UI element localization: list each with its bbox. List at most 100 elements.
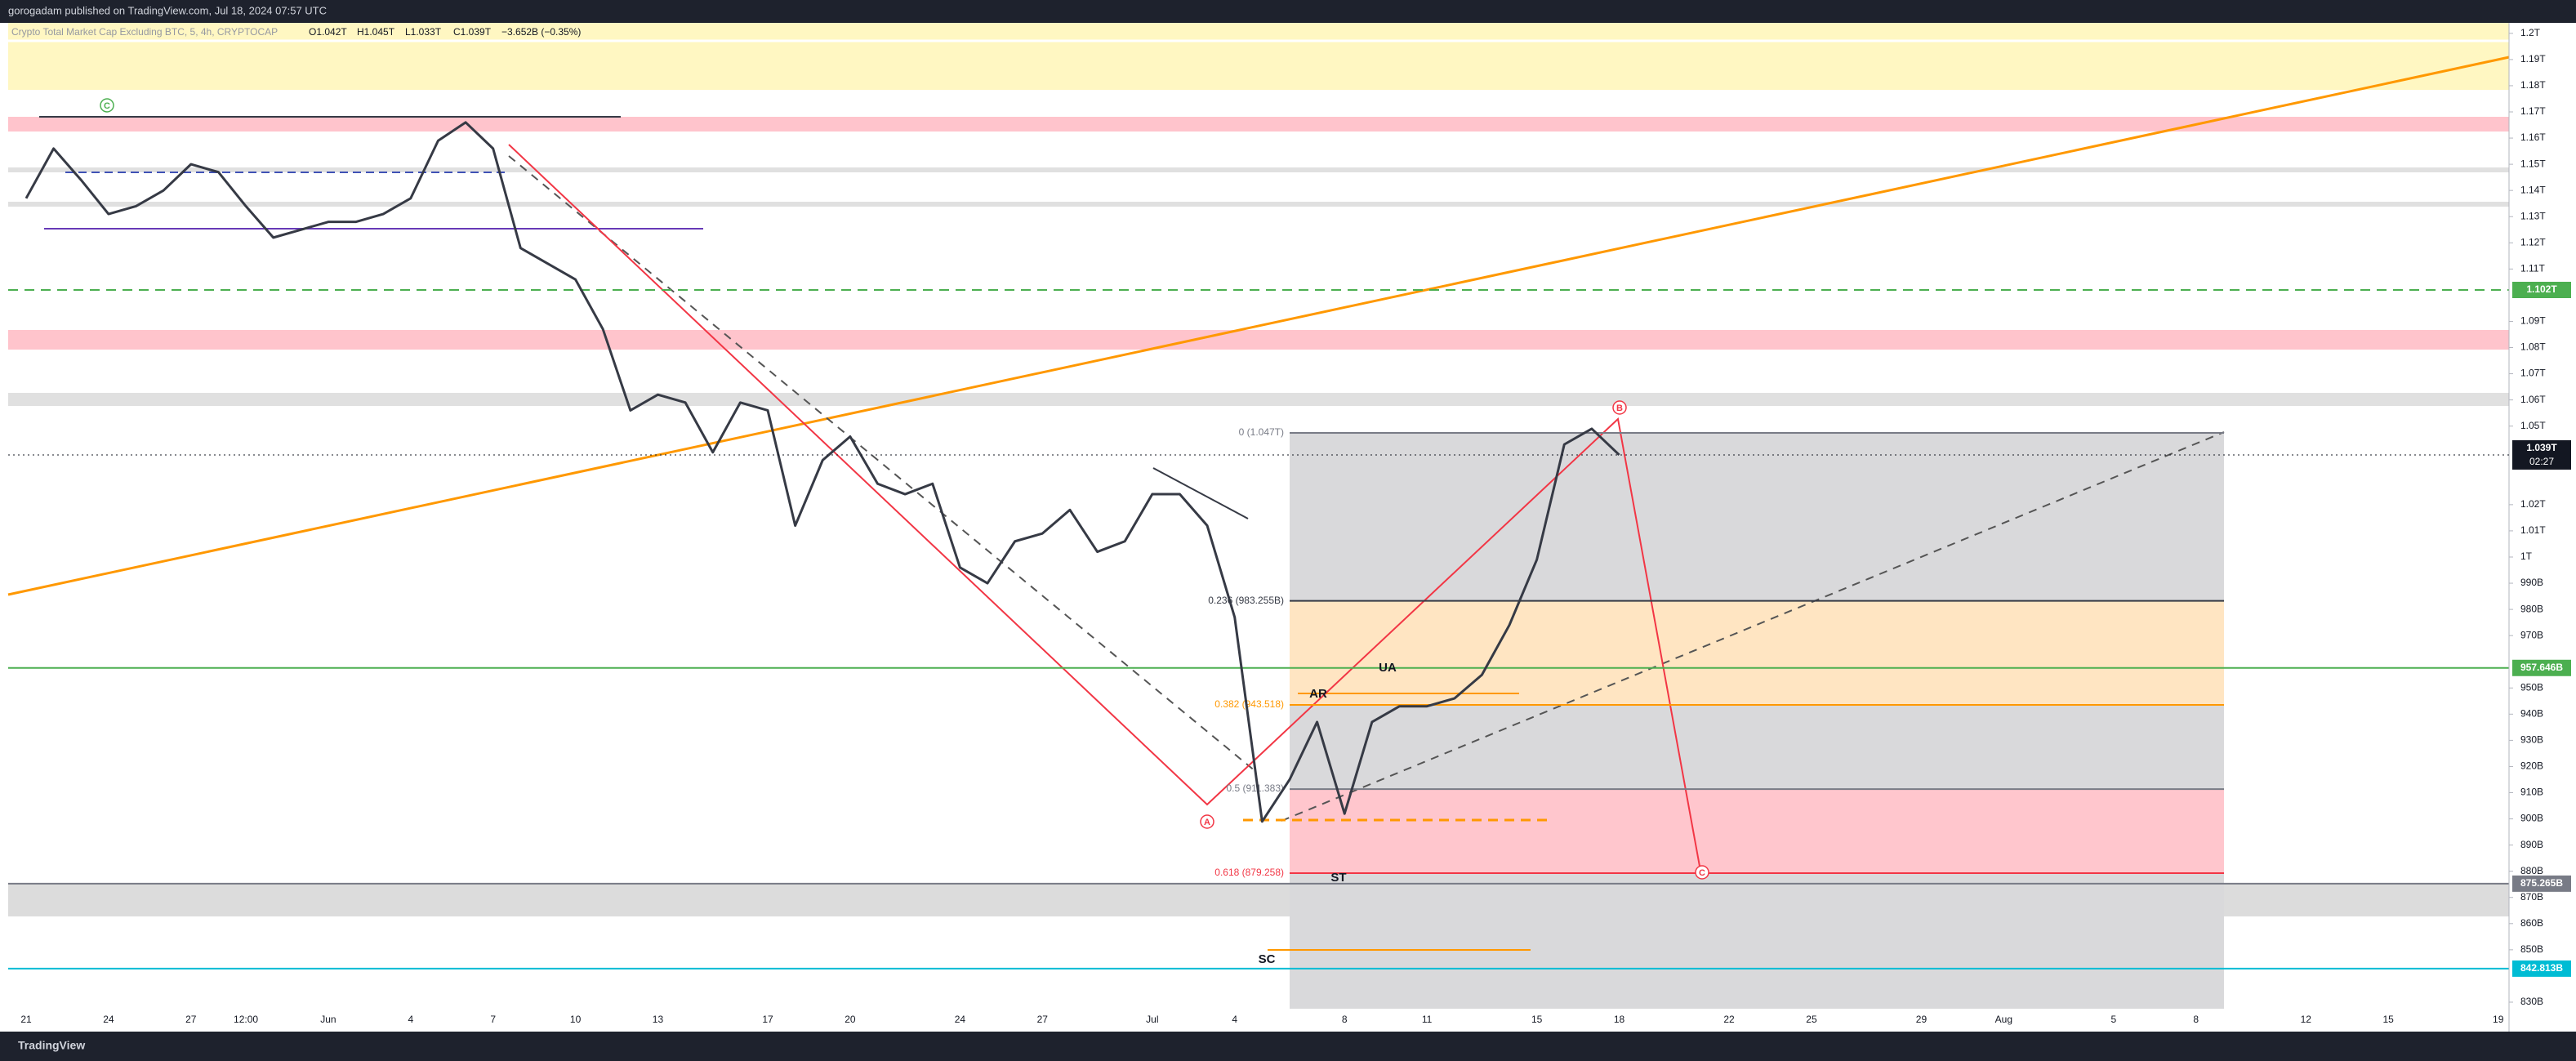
- wyckoff-label: UA: [1379, 661, 1397, 675]
- level-tag-label: 875.265B: [2520, 877, 2563, 889]
- fib-label: 0.236 (983.255B): [1208, 595, 1284, 606]
- x-tick-label: 12: [2301, 1014, 2312, 1025]
- y-tick-label: 1.14T: [2520, 184, 2546, 195]
- wave-path: [508, 144, 1701, 872]
- y-tick-label: 1.12T: [2520, 236, 2546, 247]
- wave-marker: [1200, 814, 1214, 829]
- y-tick-label: 900B: [2520, 813, 2543, 824]
- last-price-label: 1.039T: [2526, 442, 2557, 453]
- y-tick-label: 880B: [2520, 865, 2543, 876]
- trend-line: [7, 56, 2510, 596]
- zone: [8, 167, 2509, 172]
- fib-fill: [1290, 432, 2224, 1009]
- y-tick-label: 1.02T: [2520, 498, 2546, 510]
- y-tick-label: 1.13T: [2520, 210, 2546, 221]
- wyckoff-label: ST: [1330, 871, 1346, 885]
- x-tick-label: 17: [762, 1014, 773, 1025]
- level-tag: [2512, 960, 2571, 977]
- level-tag: [2512, 875, 2571, 892]
- y-tick-label: 1.15T: [2520, 158, 2546, 169]
- wave-marker: [100, 98, 114, 113]
- y-tick-label: 1.2T: [2520, 27, 2541, 38]
- x-tick-label: 29: [1916, 1014, 1928, 1025]
- x-tick-label: 27: [1037, 1014, 1049, 1025]
- wave-label: B: [1616, 403, 1623, 413]
- x-tick-label: 4: [408, 1014, 413, 1025]
- level-tag: [2512, 281, 2571, 298]
- zone: [8, 393, 2509, 406]
- wyckoff-label: SC: [1259, 952, 1276, 966]
- y-tick-label: 930B: [2520, 734, 2543, 746]
- x-tick-label: 15: [2383, 1014, 2395, 1025]
- y-tick-label: 1.01T: [2520, 524, 2546, 536]
- zone: [8, 23, 2509, 90]
- zone: [8, 330, 2509, 350]
- y-tick-label: 870B: [2520, 891, 2543, 903]
- x-tick-label: 5: [2111, 1014, 2117, 1025]
- fib-fill: [1290, 601, 2224, 705]
- fib-label: 0.382 (943.518): [1214, 698, 1284, 710]
- y-tick-label: 890B: [2520, 839, 2543, 850]
- x-tick-label: 4: [1232, 1014, 1237, 1025]
- legend-value: H1.045T: [357, 26, 395, 38]
- trend-line: [1152, 467, 1249, 519]
- legend-value: L1.033T: [405, 26, 442, 38]
- fib-fill: [1290, 790, 2224, 874]
- y-tick-label: 1.08T: [2520, 341, 2546, 353]
- x-tick-label: 24: [955, 1014, 966, 1025]
- last-price-tag: [2512, 439, 2571, 470]
- x-tick-label: Jun: [320, 1014, 336, 1025]
- y-tick-label: 860B: [2520, 917, 2543, 929]
- fib-label: 0 (1.047T): [1239, 426, 1284, 438]
- x-tick-label: 15: [1531, 1014, 1543, 1025]
- x-tick-label: 11: [1422, 1014, 1433, 1025]
- x-tick-label: 7: [490, 1014, 496, 1025]
- x-tick-label: 25: [1806, 1014, 1817, 1025]
- x-tick-label: Jul: [1146, 1014, 1158, 1025]
- x-tick-label: 19: [2493, 1014, 2504, 1025]
- legend-value: −3.652B (−0.35%): [501, 26, 581, 38]
- footer-bar: [0, 1032, 2576, 1061]
- x-tick-label: 21: [20, 1014, 32, 1025]
- countdown: 02:27: [2529, 456, 2554, 467]
- x-tick-label: 8: [1342, 1014, 1348, 1025]
- header-bar: [0, 0, 2576, 23]
- legend-value: O1.042T: [309, 26, 347, 38]
- wave-label: C: [1699, 868, 1705, 878]
- fib-box: [1290, 432, 2224, 1009]
- wave-label: A: [1204, 818, 1210, 827]
- y-tick-label: 1.09T: [2520, 315, 2546, 327]
- y-tick-label: 1.17T: [2520, 105, 2546, 117]
- level-tag: [2512, 659, 2571, 676]
- zone: [8, 117, 2509, 132]
- level-tag-label: 1.102T: [2526, 283, 2557, 295]
- x-tick-label: 27: [185, 1014, 197, 1025]
- y-tick-label: 1.05T: [2520, 420, 2546, 431]
- level-tag-label: 842.813B: [2520, 962, 2563, 974]
- x-tick-label: 8: [2193, 1014, 2199, 1025]
- y-tick-label: 1.11T: [2520, 263, 2545, 274]
- fib-label: 0.5 (911.383): [1227, 782, 1285, 794]
- x-tick-label: 22: [1723, 1014, 1735, 1025]
- wave-label: C: [104, 101, 110, 111]
- y-tick-label: 990B: [2520, 577, 2543, 588]
- y-tick-label: 850B: [2520, 943, 2543, 955]
- header-text: gorogadam published on TradingView.com, …: [8, 4, 327, 16]
- y-tick-label: 1T: [2520, 551, 2533, 562]
- wave-marker: [1612, 400, 1627, 415]
- wave-marker: [1695, 865, 1709, 880]
- y-tick-label: 1.06T: [2520, 394, 2546, 405]
- price-axis: [2509, 23, 2576, 1032]
- x-tick-label: 12:00: [234, 1014, 258, 1025]
- y-tick-label: 980B: [2520, 603, 2543, 614]
- level-tag-label: 957.646B: [2520, 662, 2563, 673]
- y-tick-label: 940B: [2520, 708, 2543, 720]
- y-tick-label: 910B: [2520, 787, 2543, 798]
- y-tick-label: 950B: [2520, 681, 2543, 693]
- y-tick-label: 1.07T: [2520, 368, 2546, 379]
- y-tick-label: 920B: [2520, 760, 2543, 772]
- zone: [8, 202, 2509, 207]
- y-tick-label: 1.18T: [2520, 79, 2546, 91]
